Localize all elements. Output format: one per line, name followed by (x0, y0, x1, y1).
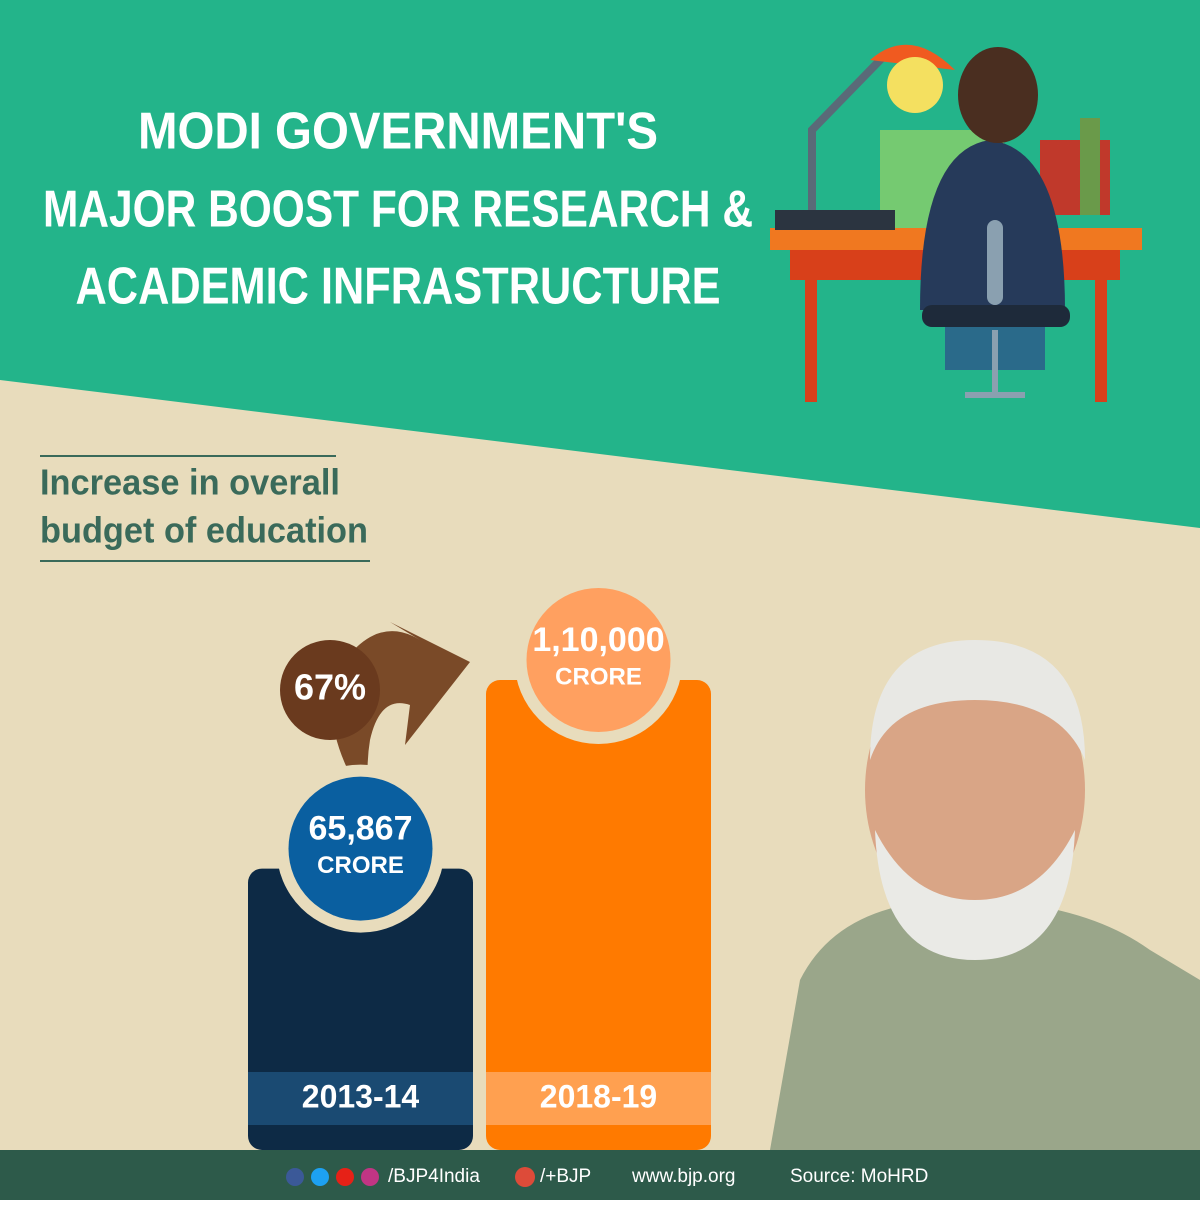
title-line: MODI GOVERNMENT'S (138, 103, 658, 161)
bar (486, 680, 711, 1150)
value-label: 65,867 (309, 810, 413, 848)
category-band (248, 1072, 473, 1125)
title-line: MAJOR BOOST FOR RESEARCH & (43, 181, 753, 239)
value-badge (526, 588, 671, 732)
category-band (486, 1072, 711, 1125)
chart-title: budget of education (40, 510, 368, 551)
icon (361, 1168, 379, 1186)
footer-text: Source: MoHRD (790, 1166, 928, 1187)
bars: 2013-14 65,867 CRORE 2018-19 1,10,000 CRORE (248, 576, 711, 1150)
footer-text: /+BJP (540, 1166, 591, 1187)
desk-illustration (770, 44, 1142, 402)
footer (0, 1150, 1200, 1200)
category-label: 2018-19 (540, 1078, 657, 1114)
title-line: ACADEMIC INFRASTRUCTURE (76, 258, 721, 316)
icon (336, 1168, 354, 1186)
unit-label: CRORE (555, 663, 642, 690)
icon (286, 1168, 304, 1186)
growth-badge (280, 640, 380, 740)
portrait (770, 640, 1200, 1150)
value-badge (288, 776, 433, 921)
icon (311, 1168, 329, 1186)
footer-text: /BJP4India (388, 1166, 480, 1187)
unit-label: CRORE (317, 852, 404, 879)
icon (515, 1167, 535, 1187)
growth-label: 67% (294, 667, 366, 708)
value-label: 1,10,000 (532, 621, 664, 659)
footer-text: www.bjp.org (631, 1166, 736, 1187)
category-label: 2013-14 (302, 1078, 420, 1114)
chart-title: Increase in overall (40, 462, 340, 503)
